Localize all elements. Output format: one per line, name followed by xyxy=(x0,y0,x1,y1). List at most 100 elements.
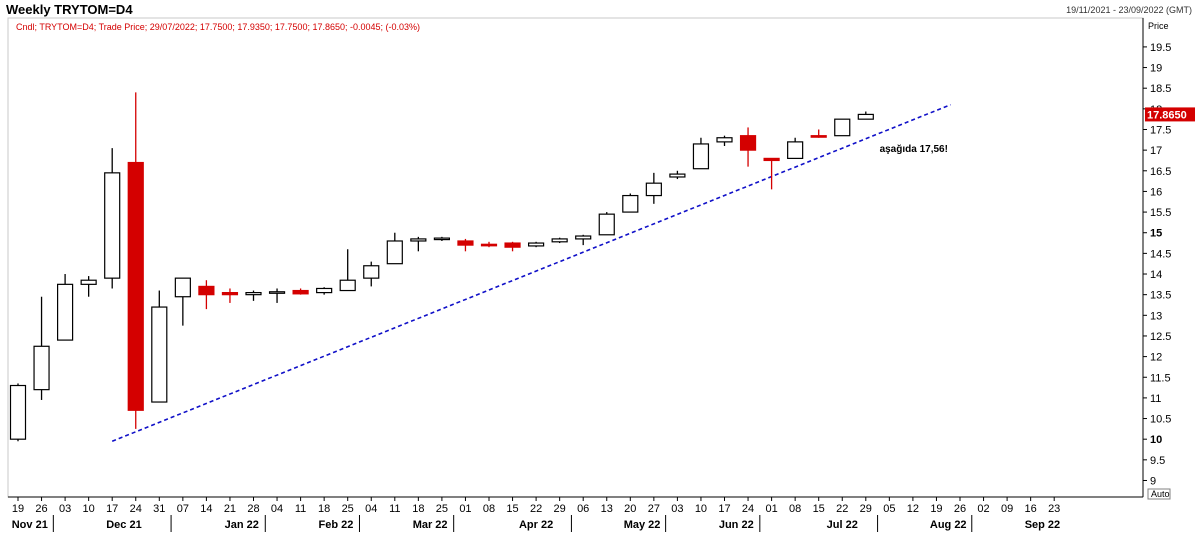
candle-body[interactable] xyxy=(33,345,50,391)
candle-body[interactable] xyxy=(174,277,191,298)
candle-body[interactable] xyxy=(9,384,27,440)
candle-body[interactable] xyxy=(127,161,144,411)
x-tick-label: 17 xyxy=(106,503,118,515)
candle-body[interactable] xyxy=(80,279,97,285)
y-tick-label: 14.5 xyxy=(1150,248,1171,260)
candle-body[interactable] xyxy=(151,306,168,403)
candle-body[interactable] xyxy=(363,265,380,279)
x-tick-label: 08 xyxy=(483,503,495,515)
x-tick-label: 23 xyxy=(1048,503,1060,515)
x-tick-label: 14 xyxy=(200,503,212,515)
candle-body[interactable] xyxy=(810,135,827,138)
x-tick-label: 24 xyxy=(742,503,754,515)
y-tick-label: 9 xyxy=(1150,475,1156,487)
x-tick-label: 09 xyxy=(1001,503,1013,515)
candle-body[interactable] xyxy=(104,172,121,279)
price-axis-title: Price xyxy=(1148,21,1169,31)
candle-body[interactable] xyxy=(457,240,474,246)
candle-body[interactable] xyxy=(622,194,639,213)
candle-body[interactable] xyxy=(669,173,686,178)
month-label: Jan 22 xyxy=(225,519,259,531)
y-tick-label: 10.5 xyxy=(1150,414,1171,426)
plot-area-border xyxy=(7,17,1144,498)
candle-body[interactable] xyxy=(598,213,615,236)
candle-body[interactable] xyxy=(292,289,309,295)
x-tick-label: 05 xyxy=(883,503,895,515)
auto-scale-button[interactable] xyxy=(1147,488,1171,500)
candle-body[interactable] xyxy=(716,137,733,143)
x-tick-label: 26 xyxy=(35,503,47,515)
month-label: Jul 22 xyxy=(827,519,858,531)
candle-body[interactable] xyxy=(692,143,710,170)
x-tick-label: 15 xyxy=(506,503,518,515)
y-tick-label: 17.5 xyxy=(1150,124,1171,136)
y-tick-label: 13.5 xyxy=(1150,290,1171,302)
x-tick-label: 10 xyxy=(695,503,707,515)
candle-body[interactable] xyxy=(834,118,851,137)
candle-body[interactable] xyxy=(480,243,498,247)
candle-body[interactable] xyxy=(504,242,521,248)
y-tick-label: 15.5 xyxy=(1150,207,1171,219)
x-tick-label: 27 xyxy=(648,503,660,515)
candle-body[interactable] xyxy=(268,291,286,294)
month-label: Mar 22 xyxy=(413,519,448,531)
month-label: Nov 21 xyxy=(12,519,48,531)
y-tick-label: 13 xyxy=(1150,310,1162,322)
candle-body[interactable] xyxy=(56,283,74,341)
x-tick-label: 22 xyxy=(836,503,848,515)
trendline-annotation: aşağıda 17,56! xyxy=(880,144,948,155)
candle-body[interactable] xyxy=(763,157,780,162)
candle-body[interactable] xyxy=(386,240,403,265)
candle-body[interactable] xyxy=(575,235,592,240)
candle-body[interactable] xyxy=(221,291,239,296)
candle-body[interactable] xyxy=(739,135,757,151)
candle-body[interactable] xyxy=(787,141,804,159)
candle-body[interactable] xyxy=(198,285,215,296)
month-label: Sep 22 xyxy=(1025,519,1060,531)
candle-body[interactable] xyxy=(433,237,450,241)
month-label: May 22 xyxy=(624,519,661,531)
x-tick-label: 31 xyxy=(153,503,165,515)
candle-body[interactable] xyxy=(527,242,545,247)
candle-body[interactable] xyxy=(645,182,662,197)
candle-body[interactable] xyxy=(551,238,568,243)
x-tick-label: 04 xyxy=(365,503,377,515)
x-tick-label: 13 xyxy=(601,503,613,515)
x-tick-label: 21 xyxy=(224,503,236,515)
x-tick-label: 15 xyxy=(813,503,825,515)
x-tick-label: 26 xyxy=(954,503,966,515)
x-tick-label: 04 xyxy=(271,503,283,515)
y-tick-label: 9.5 xyxy=(1150,455,1165,467)
x-tick-label: 25 xyxy=(342,503,354,515)
y-tick-label: 10 xyxy=(1150,434,1162,446)
x-tick-label: 01 xyxy=(765,503,777,515)
y-tick-label: 16 xyxy=(1150,186,1162,198)
candle-body[interactable] xyxy=(245,291,262,296)
x-tick-label: 02 xyxy=(977,503,989,515)
series-legend: Cndl; TRYTOM=D4; Trade Price; 29/07/2022… xyxy=(16,22,421,32)
candle-body[interactable] xyxy=(316,287,333,294)
y-tick-label: 14 xyxy=(1150,269,1162,281)
month-label: Jun 22 xyxy=(719,519,754,531)
y-tick-label: 16.5 xyxy=(1150,166,1171,178)
x-tick-label: 07 xyxy=(177,503,189,515)
x-tick-label: 29 xyxy=(554,503,566,515)
month-label: Dec 21 xyxy=(106,519,141,531)
candle-body[interactable] xyxy=(857,113,874,120)
x-tick-label: 25 xyxy=(436,503,448,515)
x-tick-label: 10 xyxy=(83,503,95,515)
y-tick-label: 11.5 xyxy=(1150,372,1171,384)
candle-body[interactable] xyxy=(339,279,356,292)
candle-body[interactable] xyxy=(410,238,427,242)
x-tick-label: 11 xyxy=(295,503,306,515)
y-tick-label: 11 xyxy=(1150,393,1161,405)
x-tick-label: 03 xyxy=(59,503,71,515)
chart-title: Weekly TRYTOM=D4 xyxy=(6,2,133,17)
support-trendline[interactable] xyxy=(111,103,951,442)
x-tick-label: 19 xyxy=(930,503,942,515)
x-tick-label: 19 xyxy=(12,503,24,515)
last-price-marker xyxy=(1145,107,1195,122)
x-tick-label: 17 xyxy=(718,503,730,515)
date-range: 19/11/2021 - 23/09/2022 (GMT) xyxy=(1066,5,1192,15)
